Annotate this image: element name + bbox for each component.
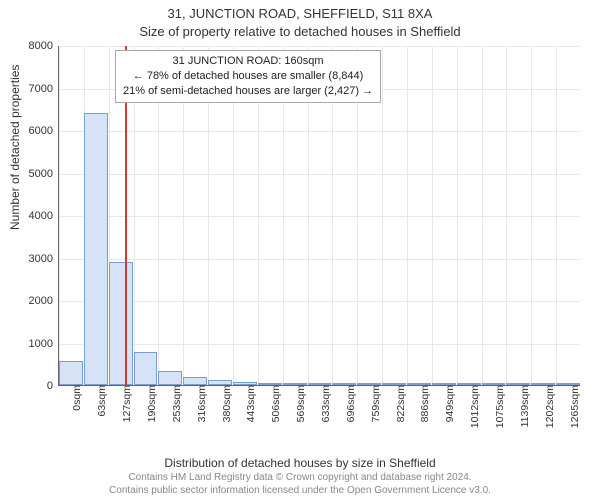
x-tick: 1139sqm: [515, 385, 531, 427]
annotation-line-3: 21% of semi-detached houses are larger (…: [123, 84, 373, 99]
property-annotation: 31 JUNCTION ROAD: 160sqm ← 78% of detach…: [115, 50, 381, 103]
plot-area: 0100020003000400050006000700080000sqm63s…: [58, 46, 580, 386]
x-tick: 1012sqm: [465, 385, 481, 428]
y-tick: 0: [47, 380, 59, 392]
property-size-chart: 31, JUNCTION ROAD, SHEFFIELD, S11 8XA Si…: [0, 0, 600, 500]
y-tick: 3000: [29, 253, 59, 265]
histogram-bar: [134, 352, 158, 385]
y-tick: 7000: [29, 83, 59, 95]
y-tick: 8000: [29, 40, 59, 52]
gridline-v: [457, 46, 458, 385]
credit-text: Contains HM Land Registry data © Crown c…: [0, 472, 600, 497]
annotation-line-2: ← 78% of detached houses are smaller (8,…: [123, 69, 373, 84]
x-tick: 443sqm: [241, 385, 257, 422]
x-tick: 759sqm: [366, 385, 382, 422]
gridline-h: [59, 259, 580, 260]
x-tick: 696sqm: [341, 385, 357, 422]
x-tick: 1075sqm: [490, 385, 506, 428]
x-tick: 0sqm: [67, 385, 83, 411]
gridline-h: [59, 131, 580, 132]
x-axis-label: Distribution of detached houses by size …: [0, 456, 600, 470]
x-tick: 63sqm: [92, 385, 108, 417]
x-tick: 633sqm: [316, 385, 332, 422]
histogram-bar: [109, 262, 133, 385]
x-tick: 1202sqm: [540, 385, 556, 428]
x-tick: 822sqm: [391, 385, 407, 422]
x-tick: 316sqm: [192, 385, 208, 422]
histogram-bar: [59, 361, 83, 385]
y-tick: 1000: [29, 338, 59, 350]
gridline-h: [59, 344, 580, 345]
gridline-v: [382, 46, 383, 385]
gridline-v: [556, 46, 557, 385]
x-tick: 380sqm: [217, 385, 233, 422]
gridline-v: [506, 46, 507, 385]
x-tick: 127sqm: [117, 385, 133, 422]
credit-line-2: Contains public sector information licen…: [0, 485, 600, 498]
gridline-h: [59, 301, 580, 302]
y-tick: 6000: [29, 125, 59, 137]
x-tick: 1265sqm: [565, 385, 581, 428]
y-tick: 2000: [29, 295, 59, 307]
chart-subtitle: Size of property relative to detached ho…: [0, 24, 600, 39]
x-tick: 253sqm: [167, 385, 183, 422]
histogram-bar: [183, 377, 207, 385]
gridline-v: [531, 46, 532, 385]
x-tick: 949sqm: [440, 385, 456, 422]
chart-address: 31, JUNCTION ROAD, SHEFFIELD, S11 8XA: [0, 6, 600, 21]
x-tick: 190sqm: [142, 385, 158, 422]
histogram-bar: [158, 371, 182, 385]
x-tick: 569sqm: [291, 385, 307, 422]
histogram-bar: [84, 113, 108, 385]
credit-line-1: Contains HM Land Registry data © Crown c…: [0, 472, 600, 485]
gridline-h: [59, 46, 580, 47]
annotation-line-1: 31 JUNCTION ROAD: 160sqm: [123, 54, 373, 69]
gridline-h: [59, 174, 580, 175]
gridline-v: [482, 46, 483, 385]
gridline-h: [59, 216, 580, 217]
gridline-v: [407, 46, 408, 385]
y-axis-label: Number of detached properties: [8, 65, 22, 230]
y-tick: 5000: [29, 168, 59, 180]
y-tick: 4000: [29, 210, 59, 222]
x-tick: 506sqm: [266, 385, 282, 422]
gridline-v: [432, 46, 433, 385]
x-tick: 886sqm: [415, 385, 431, 422]
gridline-v: [59, 46, 60, 385]
